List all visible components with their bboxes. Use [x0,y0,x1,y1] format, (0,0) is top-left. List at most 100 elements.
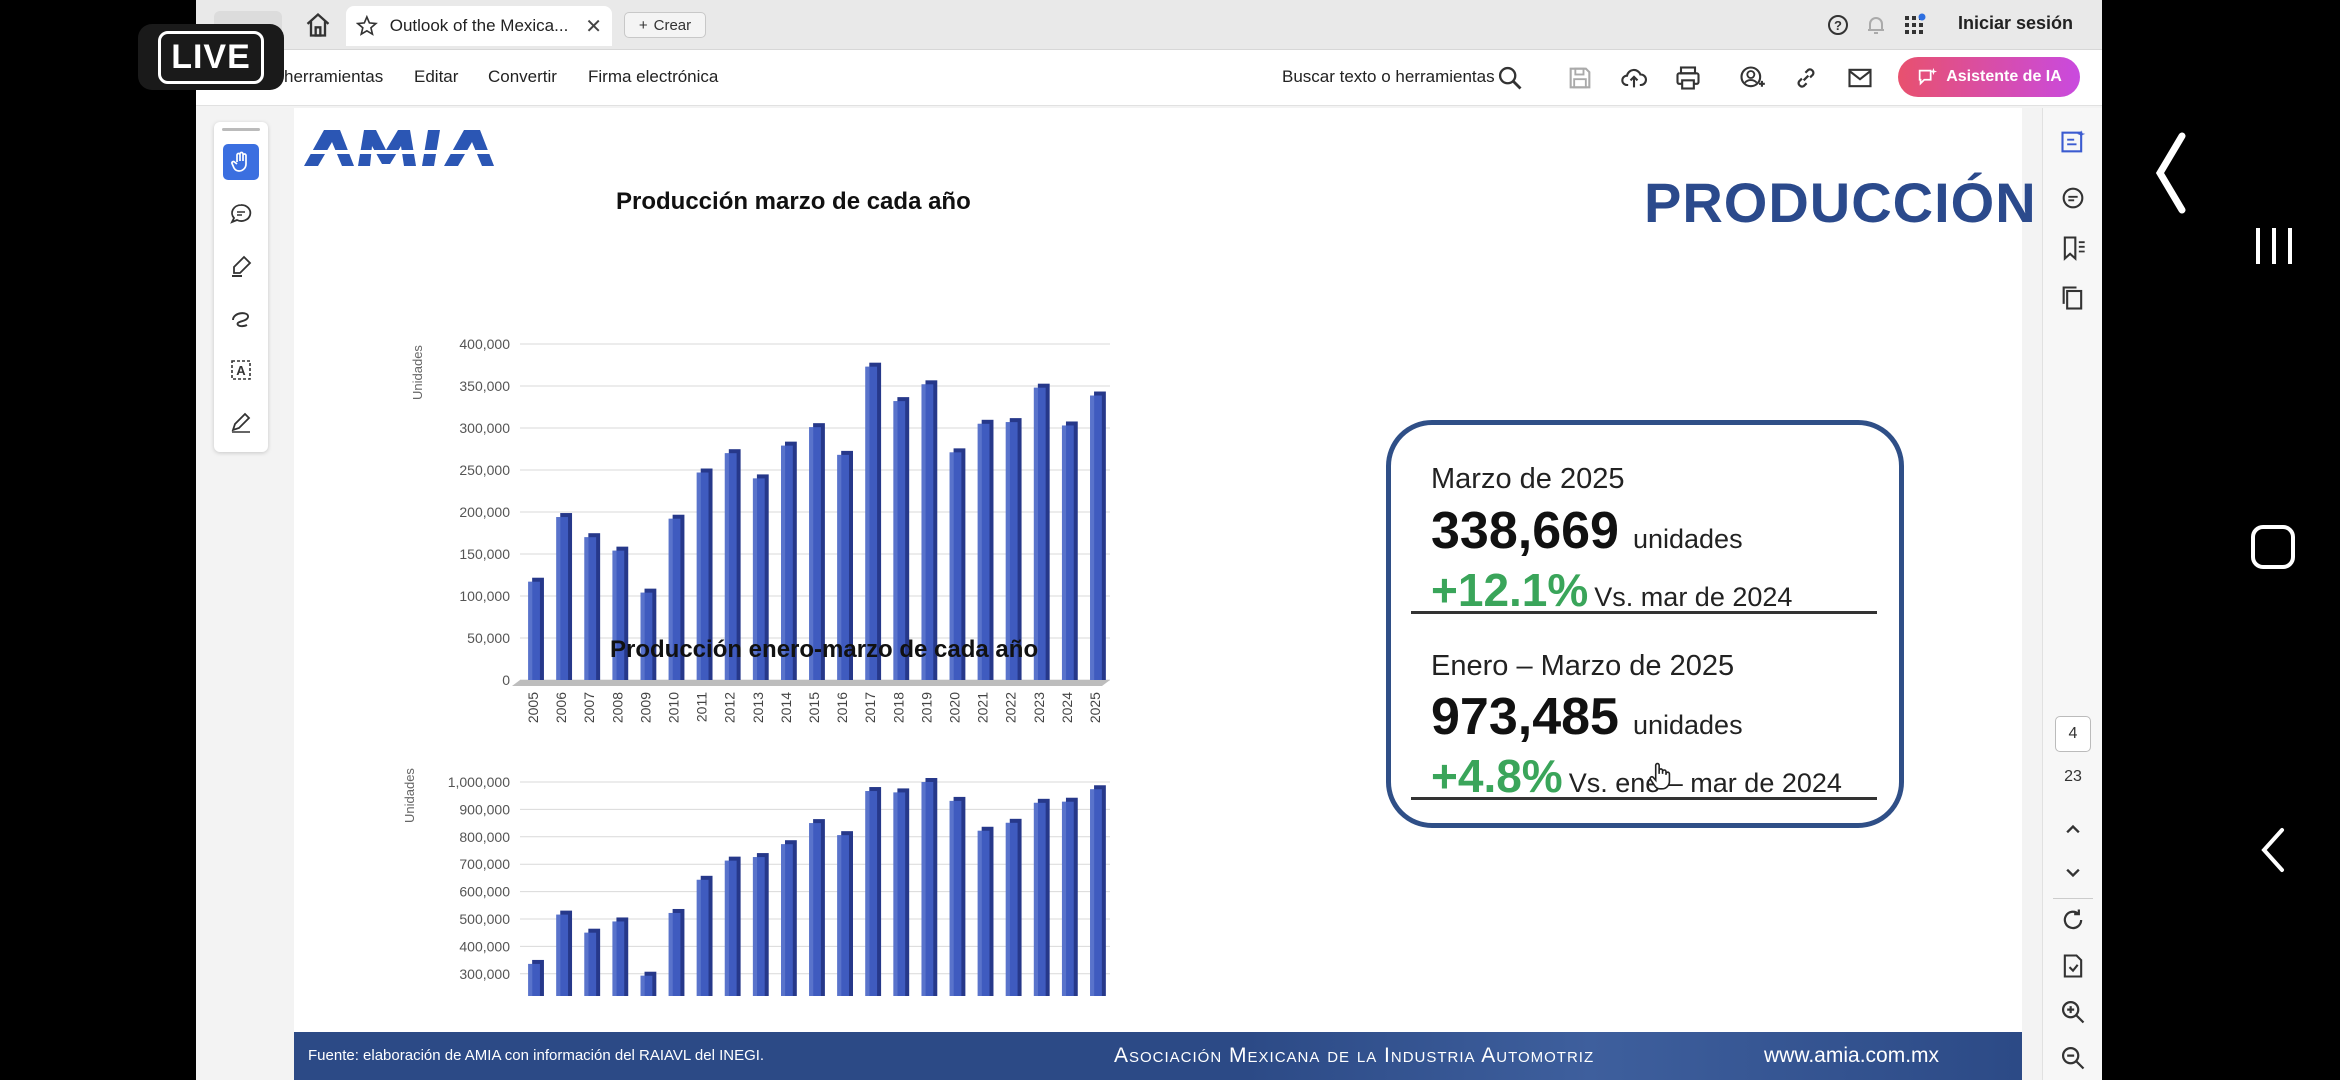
x-tick-label: 2010 [666,692,682,723]
search-tools-label[interactable]: Buscar texto o herramientas [1282,67,1495,86]
x-tick-label: 2007 [581,692,597,723]
y-tick-label: 200,000 [459,504,510,520]
new-tab-button[interactable]: + Crear [624,12,706,38]
chevron-left-icon[interactable] [2152,130,2190,216]
link-icon[interactable] [1792,64,1820,92]
menu-edit[interactable]: Editar [414,67,459,86]
x-tick-label: 2016 [834,692,850,723]
cloud-upload-icon[interactable] [1620,64,1648,92]
save-icon[interactable] [1566,64,1594,92]
y-tick-label: 50,000 [467,630,510,646]
footer-url[interactable]: www.amia.com.mx [1764,1044,1940,1067]
x-tick-label: 2017 [862,692,878,723]
new-tab-label: Crear [653,16,692,34]
tab-title: Outlook of the Mexica... [389,16,569,35]
print-icon[interactable] [1674,64,1702,92]
zoom-out-icon[interactable] [2059,1044,2087,1072]
rotate-icon[interactable] [2059,906,2087,934]
help-icon[interactable]: ? [1826,10,1850,40]
bar [584,533,601,680]
highlight-tool-icon[interactable] [223,248,259,284]
ai-assistant-label: Asistente de IA [1946,68,2062,85]
x-tick-label: 2009 [637,692,653,723]
bar [612,917,629,996]
chart-march-production: 400,000 350,000 300,000 250,000 200,000 150,0… [459,336,1110,723]
recent-apps-icon[interactable] [2252,224,2296,268]
bar [696,468,713,680]
menu-convert[interactable]: Convertir [488,67,557,86]
chart-ytd-production: 1,000,000 900,000 800,000 700,000 600,000 500… [448,774,1110,996]
y-tick-label: 200,000 [459,993,510,996]
home-icon[interactable] [304,11,332,39]
bar [837,831,853,996]
left-tools-panel: A [214,122,268,452]
star-icon[interactable] [356,15,378,37]
bar [668,514,685,680]
mail-icon[interactable] [1846,64,1874,92]
x-tick-label: 2008 [609,692,625,723]
y-tick-label: 100,000 [459,588,510,604]
y-tick-label: 800,000 [459,829,510,845]
bar [584,928,601,996]
sign-tool-icon[interactable] [223,404,259,440]
zoom-in-icon[interactable] [2059,998,2087,1026]
signin-button[interactable]: Iniciar sesión [1958,13,2074,33]
share-user-icon[interactable] [1738,64,1766,92]
hand-cursor-icon [1649,762,1671,790]
text-select-tool-icon[interactable]: A [223,352,259,388]
y-tick-label: 150,000 [459,546,510,562]
draw-tool-icon[interactable] [223,300,259,336]
page-number-input[interactable]: 4 [2055,716,2091,752]
footer-source: Fuente: elaboración de AMIA con informac… [308,1047,765,1064]
ai-edit-icon[interactable] [2059,128,2087,156]
menu-esign[interactable]: Firma electrónica [588,67,719,86]
bell-icon[interactable] [1864,10,1888,40]
bar [809,819,825,996]
bar [977,826,994,996]
home-button-icon[interactable] [2250,524,2296,570]
bookmarks-icon[interactable] [2059,234,2087,262]
y-tick-label: 700,000 [459,856,510,872]
bar [528,959,544,996]
chart1-title: Producción marzo de cada año [616,188,971,215]
menu-tools[interactable]: herramientas [284,67,384,86]
comment-tool-icon[interactable] [223,196,259,232]
apps-grid-icon[interactable] [1902,10,1926,40]
bar [865,787,882,996]
bar [1005,418,1022,680]
bar [556,910,573,996]
bar [809,423,825,680]
x-tick-label: 2005 [525,692,541,723]
hand-tool-icon[interactable] [223,144,259,180]
plus-icon: + [638,16,648,34]
pdf-page: PRODUCCIÓN Producción marzo de cada año … [294,108,2036,1080]
x-tick-label: 2011 [694,692,710,722]
pages-icon[interactable] [2059,284,2087,312]
bar [668,908,685,996]
march-label: Marzo de 2025 [1431,463,1625,495]
ai-assistant-button[interactable]: Asistente de IA [1898,57,2080,97]
bar [949,796,966,996]
chevron-up-icon[interactable] [2059,816,2087,844]
search-icon[interactable] [1496,64,1524,92]
svg-text:?: ? [1834,18,1842,33]
ai-sparkle-icon [1918,67,1938,86]
bar [752,474,769,680]
back-icon[interactable] [2258,826,2288,874]
drag-handle[interactable] [222,128,260,131]
bar [893,397,910,680]
bar [921,380,938,680]
comments-panel-icon[interactable] [2059,184,2087,212]
divider [2053,898,2093,899]
chevron-down-icon[interactable] [2059,858,2087,886]
bar [781,840,797,996]
bar [1033,798,1050,996]
x-tick-label: 2020 [946,692,962,723]
x-tick-label: 2024 [1059,692,1075,723]
page-extract-icon[interactable] [2059,952,2087,980]
close-icon[interactable]: ✕ [585,15,602,38]
y-tick-label: 350,000 [459,378,510,394]
tab-document[interactable]: Outlook of the Mexica... ✕ [346,6,612,46]
bar [640,971,657,996]
